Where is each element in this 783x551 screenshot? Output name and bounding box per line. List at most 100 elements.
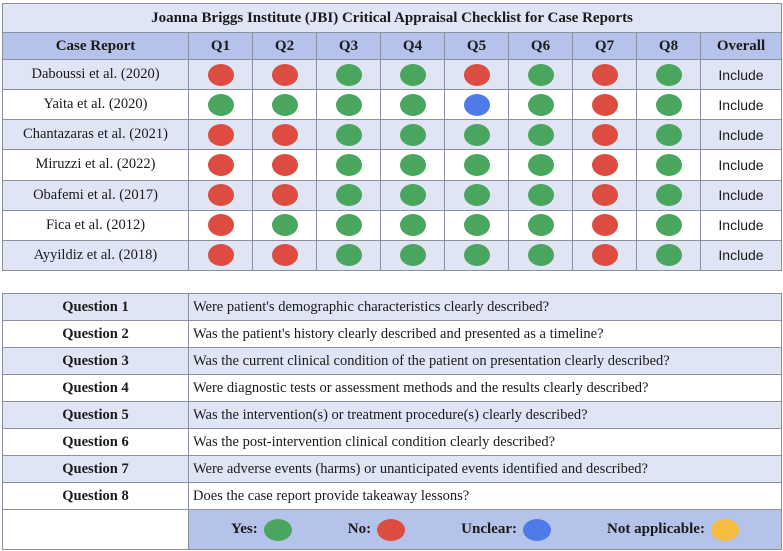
- rating-cell: [572, 149, 637, 181]
- rating-dot-yes: [399, 214, 426, 237]
- header-q3: Q3: [316, 32, 381, 60]
- rating-cell: [252, 179, 317, 211]
- question-row: Question 5 Was the intervention(s) or tre…: [2, 401, 782, 429]
- rating-cell: [188, 89, 253, 121]
- rating-cell: [316, 119, 381, 151]
- rating-dot-no: [463, 63, 490, 86]
- rating-dot-yes: [463, 153, 490, 176]
- case-report-name: Obafemi et al. (2017): [2, 179, 189, 211]
- rating-dot-no: [591, 214, 618, 237]
- rating-cell: [636, 239, 701, 271]
- rating-dot-yes: [399, 123, 426, 146]
- rating-dot-yes: [399, 184, 426, 207]
- rating-cell: [636, 179, 701, 211]
- rating-cell: [444, 209, 509, 241]
- rating-cell: [444, 89, 509, 121]
- question-text: Were patient's demographic characteristi…: [188, 293, 782, 321]
- header-q4: Q4: [380, 32, 445, 60]
- report-rows: Daboussi et al. (2020) Include Yaita et al…: [2, 58, 782, 271]
- table-row: Fica et al. (2012) Include: [2, 209, 782, 241]
- case-report-name: Yaita et al. (2020): [2, 89, 189, 121]
- overall-value: Include: [700, 209, 782, 241]
- case-report-name: Miruzzi et al. (2022): [2, 149, 189, 181]
- rating-cell: [508, 89, 573, 121]
- header-q2: Q2: [252, 32, 317, 60]
- rating-dot-yes: [335, 63, 362, 86]
- rating-dot-yes: [527, 93, 554, 116]
- rating-dot-no: [591, 244, 618, 267]
- rating-cell: [444, 239, 509, 271]
- rating-dot-yes: [271, 214, 298, 237]
- question-row: Question 4 Were diagnostic tests or asses…: [2, 374, 782, 402]
- legend-item-unclear: Unclear:: [461, 518, 551, 541]
- rating-cell: [444, 119, 509, 151]
- rating-dot-yes: [527, 123, 554, 146]
- rating-cell: [572, 119, 637, 151]
- legend-label: No:: [347, 521, 372, 537]
- header-case-report: Case Report: [2, 32, 189, 60]
- rating-dot-yes: [527, 184, 554, 207]
- rating-cell: [508, 179, 573, 211]
- rating-dot-no: [271, 244, 298, 267]
- rating-dot-no: [591, 153, 618, 176]
- rating-cell: [316, 58, 381, 91]
- rating-dot-yes: [463, 214, 490, 237]
- rating-dot-yes: [655, 184, 682, 207]
- question-text: Was the patient's history clearly descri…: [188, 320, 782, 348]
- question-row: Question 7 Were adverse events (harms) or…: [2, 455, 782, 483]
- rating-cell: [380, 58, 445, 91]
- rating-dot-yes: [655, 244, 682, 267]
- rating-cell: [508, 239, 573, 271]
- rating-dot-no: [271, 184, 298, 207]
- header-row: Case Report Q1 Q2 Q3 Q4 Q5 Q6 Q7 Q8 Overall: [2, 32, 782, 60]
- legend-item-no: No:: [347, 518, 406, 541]
- rating-dot-no: [591, 93, 618, 116]
- rating-cell: [508, 119, 573, 151]
- rating-cell: [636, 89, 701, 121]
- rating-cell: [252, 149, 317, 181]
- overall-value: Include: [700, 179, 782, 211]
- header-q7: Q7: [572, 32, 637, 60]
- question-text: Does the case report provide takeaway le…: [188, 482, 782, 510]
- rating-cell: [380, 239, 445, 271]
- rating-dot-yes: [399, 153, 426, 176]
- rating-cell: [636, 58, 701, 91]
- question-text: Was the current clinical condition of th…: [188, 347, 782, 375]
- legend-item-yes: Yes:: [231, 518, 292, 541]
- question-label: Question 8: [2, 482, 189, 510]
- rating-cell: [188, 179, 253, 211]
- overall-value: Include: [700, 119, 782, 151]
- rating-cell: [444, 58, 509, 91]
- overall-value: Include: [700, 58, 782, 91]
- rating-dot-yes: [655, 63, 682, 86]
- rating-dot-yes: [655, 214, 682, 237]
- table-title: Joanna Briggs Institute (JBI) Critical A…: [2, 3, 782, 33]
- rating-cell: [252, 209, 317, 241]
- rating-cell: [508, 149, 573, 181]
- legend-label: Yes:: [231, 521, 258, 537]
- rating-cell: [188, 239, 253, 271]
- rating-dot-yes: [655, 123, 682, 146]
- table-row: Yaita et al. (2020) Include: [2, 89, 782, 121]
- rating-dot-yes: [399, 63, 426, 86]
- rating-cell: [316, 239, 381, 271]
- rating-cell: [572, 209, 637, 241]
- rating-cell: [188, 209, 253, 241]
- legend-cell: Yes: No: Unclear: Not applicable:: [188, 509, 782, 550]
- table-row: Daboussi et al. (2020) Include: [2, 58, 782, 91]
- appraisal-table: Joanna Briggs Institute (JBI) Critical A…: [2, 3, 782, 271]
- rating-dot-yes: [335, 184, 362, 207]
- rating-dot-yes: [271, 93, 298, 116]
- rating-dot-yes: [527, 214, 554, 237]
- rating-dot-yes: [335, 153, 362, 176]
- case-report-name: Daboussi et al. (2020): [2, 58, 189, 91]
- rating-dot-no: [207, 244, 234, 267]
- rating-cell: [380, 119, 445, 151]
- overall-value: Include: [700, 239, 782, 271]
- rating-dot-no: [591, 63, 618, 86]
- legend-dot-unclear: [522, 518, 551, 541]
- rating-dot-yes: [399, 93, 426, 116]
- rating-cell: [636, 119, 701, 151]
- table-row: Ayyildiz et al. (2018) Include: [2, 239, 782, 271]
- rating-dot-no: [271, 63, 298, 86]
